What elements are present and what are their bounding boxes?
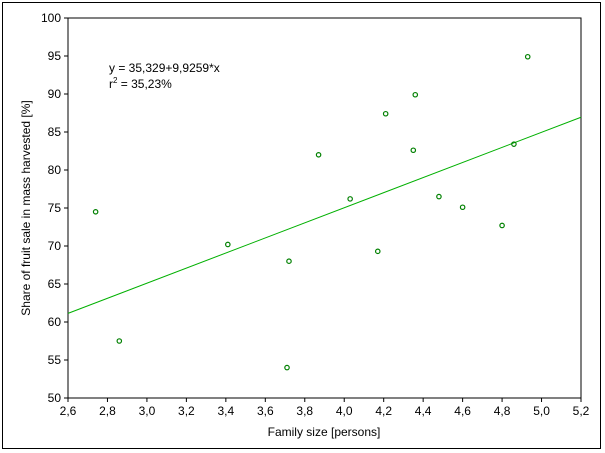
regression-line-group <box>67 116 582 314</box>
y-tick-label: 60 <box>48 315 62 329</box>
y-tick-label: 80 <box>48 163 62 177</box>
x-tick-label: 3,6 <box>257 404 274 418</box>
x-tick-label: 3,8 <box>296 404 313 418</box>
y-tick-label: 90 <box>48 87 62 101</box>
data-point <box>410 147 417 154</box>
data-point <box>315 152 322 158</box>
data-point <box>412 91 419 98</box>
data-point <box>225 241 231 248</box>
x-tick-label: 2,8 <box>99 404 116 418</box>
data-point <box>524 53 531 60</box>
data-point <box>511 141 517 147</box>
y-tick-label: 85 <box>48 125 62 139</box>
data-point <box>92 209 99 215</box>
r2-base: r <box>109 77 113 91</box>
y-tick-label: 100 <box>41 11 61 25</box>
r-squared-annotation: r2 = 35,23% <box>109 76 172 91</box>
data-points <box>92 53 531 371</box>
y-tick-label: 75 <box>48 201 62 215</box>
data-point <box>116 338 123 344</box>
r2-value: = 35,23% <box>117 77 172 91</box>
data-point <box>459 204 466 211</box>
y-tick-label: 65 <box>48 277 62 291</box>
y-tick-label: 70 <box>48 239 62 253</box>
x-axis: 2,6 2,8 3,0 3,2 3,4 3,6 3,8 4,0 4,2 4,4 4,6 4,8 5,0 5… <box>60 398 590 418</box>
x-tick-label: 4,4 <box>415 404 432 418</box>
regression-line <box>67 116 582 314</box>
data-point <box>286 258 292 265</box>
x-tick-label: 4,0 <box>336 404 353 418</box>
x-tick-label: 5,2 <box>573 404 590 418</box>
x-tick-label: 4,8 <box>494 404 511 418</box>
y-tick-label: 50 <box>48 391 62 405</box>
regression-equation: y = 35,329+9,9259*x <box>109 61 220 75</box>
x-tick-label: 3,4 <box>218 404 235 418</box>
x-tick-label: 3,0 <box>139 404 156 418</box>
x-tick-label: 4,6 <box>454 404 471 418</box>
data-point <box>382 110 389 117</box>
y-tick-label: 95 <box>48 49 62 63</box>
y-tick-label: 55 <box>48 353 62 367</box>
x-tick-label: 2,6 <box>60 404 77 418</box>
data-point <box>347 196 353 202</box>
data-point <box>436 193 442 200</box>
x-tick-label: 3,2 <box>178 404 195 418</box>
data-point <box>284 364 290 371</box>
data-point <box>374 248 381 255</box>
y-axis: 50 55 60 65 70 75 80 85 90 95 100 <box>41 11 68 405</box>
y-axis-label: Share of fruit sale in mass harvested [%… <box>19 100 33 315</box>
x-axis-label: Family size [persons] <box>268 425 381 439</box>
x-tick-label: 4,2 <box>375 404 392 418</box>
r2-superscript: 2 <box>113 76 118 85</box>
x-tick-label: 5,0 <box>533 404 550 418</box>
plot-area <box>67 17 582 399</box>
data-point <box>499 222 505 229</box>
